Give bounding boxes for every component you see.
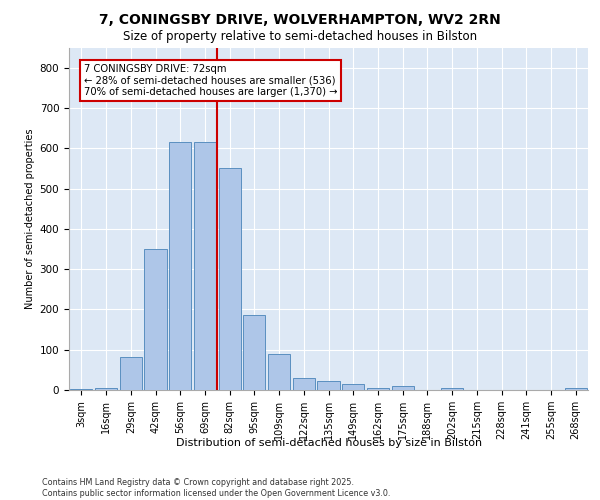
Bar	[268, 354, 290, 390]
Bar	[119, 357, 142, 390]
Y-axis label: Number of semi-detached properties: Number of semi-detached properties	[25, 128, 35, 309]
Bar	[243, 316, 265, 390]
Bar	[441, 388, 463, 390]
Bar	[293, 378, 315, 390]
Bar	[95, 388, 117, 390]
Bar	[392, 386, 414, 390]
Bar	[70, 389, 92, 390]
Text: 7, CONINGSBY DRIVE, WOLVERHAMPTON, WV2 2RN: 7, CONINGSBY DRIVE, WOLVERHAMPTON, WV2 2…	[99, 12, 501, 26]
Bar	[169, 142, 191, 390]
Bar	[367, 388, 389, 390]
Text: Contains HM Land Registry data © Crown copyright and database right 2025.
Contai: Contains HM Land Registry data © Crown c…	[42, 478, 391, 498]
Bar	[194, 142, 216, 390]
Text: 7 CONINGSBY DRIVE: 72sqm
← 28% of semi-detached houses are smaller (536)
70% of : 7 CONINGSBY DRIVE: 72sqm ← 28% of semi-d…	[84, 64, 337, 97]
Text: Size of property relative to semi-detached houses in Bilston: Size of property relative to semi-detach…	[123, 30, 477, 43]
Bar	[145, 249, 167, 390]
Bar	[317, 381, 340, 390]
Bar	[342, 384, 364, 390]
Text: Distribution of semi-detached houses by size in Bilston: Distribution of semi-detached houses by …	[176, 438, 482, 448]
Bar	[565, 388, 587, 390]
Bar	[218, 168, 241, 390]
